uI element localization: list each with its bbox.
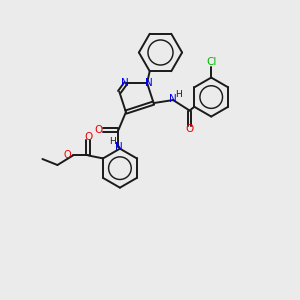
Text: O: O (185, 124, 194, 134)
Text: H: H (109, 137, 116, 146)
Text: N: N (115, 142, 123, 152)
Text: O: O (84, 131, 92, 142)
Text: N: N (169, 94, 177, 104)
Text: O: O (64, 149, 71, 160)
Text: N: N (145, 78, 152, 88)
Text: Cl: Cl (206, 57, 216, 67)
Text: H: H (175, 90, 181, 99)
Text: N: N (121, 78, 128, 88)
Text: O: O (95, 125, 103, 135)
